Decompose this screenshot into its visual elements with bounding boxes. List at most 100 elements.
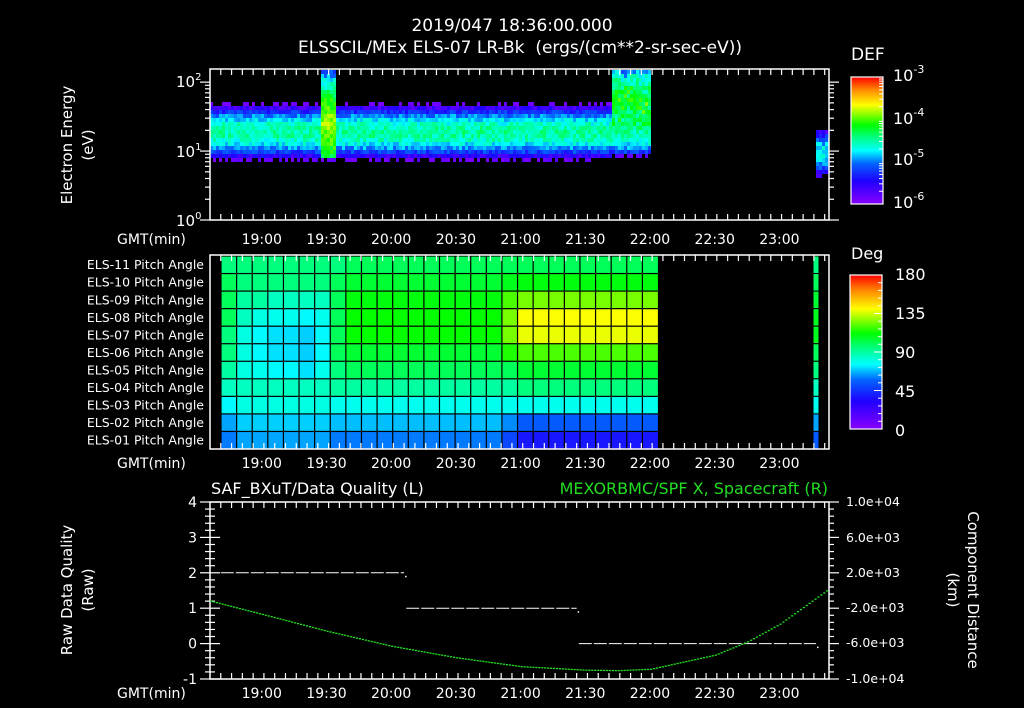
spf-x-line [210, 590, 829, 672]
pitch-angle-cell [532, 430, 550, 451]
pitch-angle-cell [454, 290, 472, 310]
pitch-angle-cell [470, 272, 488, 293]
quality-tick-label: 3 [188, 530, 197, 546]
pitch-angle-cell [360, 360, 379, 380]
time-axis-label-3: GMT(min) [117, 686, 186, 702]
pitch-angle-cell [407, 430, 425, 451]
pitch-angle-row-label: ELS-02 Pitch Angle [87, 415, 204, 430]
pitch-angle-cell [563, 378, 582, 398]
pitch-angle-cell [267, 395, 285, 416]
pitch-angle-cell [626, 360, 644, 380]
pitch-angle-cell [626, 378, 644, 398]
pitch-angle-cell [501, 378, 519, 398]
pitch-angle-cell [298, 290, 316, 310]
time-tick-label: 21:30 [565, 686, 605, 702]
pitch-angle-cell [376, 343, 394, 363]
pitch-angle-cell [423, 378, 441, 398]
pitch-angle-cell [454, 272, 472, 293]
time-tick-label: 21:30 [565, 232, 605, 248]
pitch-angle-cell [548, 378, 566, 398]
time-tick-labels-1: 19:00 19:30 20:00 20:30 21:00 21:30 22:00 22:30… [242, 232, 800, 248]
pitch-angle-cell [532, 272, 550, 293]
energy-axis-ticks [200, 69, 839, 221]
pitch-angle-cell [579, 272, 597, 293]
pitch-angle-cell [563, 255, 582, 275]
pitch-angle-cell [407, 378, 425, 398]
pitch-angle-cell [360, 308, 379, 328]
pitch-angle-cell [282, 395, 301, 416]
pitch-angle-cell [563, 272, 582, 293]
pitch-angle-cell [485, 272, 504, 293]
pitch-angle-cell [314, 343, 332, 363]
svg-text:180: 180 [895, 265, 926, 284]
pitch-angle-cell [548, 308, 566, 328]
pitch-angle-cell [376, 395, 394, 416]
pitch-angle-cell [345, 430, 363, 451]
pitch-angle-cell [236, 290, 254, 310]
pitch-angle-cell [236, 395, 254, 416]
pitch-angle-cell [641, 343, 660, 363]
pitch-angle-cell [345, 255, 363, 275]
pitch-angle-cell [345, 343, 363, 363]
pitch-angle-cell [548, 430, 566, 451]
time-tick-label: 19:30 [306, 232, 346, 248]
quality-tick-label: 2 [188, 566, 197, 582]
pitch-angle-cell [579, 378, 597, 398]
pitch-angle-cell [548, 325, 566, 345]
pitch-angle-cell [314, 360, 332, 380]
pitch-angle-cell [454, 360, 472, 380]
pitch-angle-cell [220, 430, 238, 451]
pitch-angle-cell [236, 430, 254, 451]
data-quality-title: SAF_BXuT/Data Quality (L) [211, 479, 424, 499]
time-tick-label: 22:00 [630, 232, 670, 248]
pitch-angle-cell [407, 308, 425, 328]
time-tick-labels-3: 19:00 19:30 20:00 20:30 21:00 21:30 22:00 22:30… [242, 686, 800, 702]
distance-tick-label: -1.0e+04 [846, 671, 905, 686]
pitch-angle-cell [641, 395, 660, 416]
pitch-angle-cell [298, 395, 316, 416]
pitch-angle-cell [392, 413, 410, 433]
pitch-angle-cell [594, 308, 613, 328]
pitch-angle-cell [548, 395, 566, 416]
pitch-angle-cell [516, 378, 535, 398]
pitch-angle-cell [516, 290, 535, 310]
time-tick-label: 19:00 [242, 232, 282, 248]
pitch-angle-cell [516, 308, 535, 328]
pitch-angle-cell [329, 325, 347, 345]
pitch-angle-cell [626, 325, 644, 345]
time-tick-label: 22:00 [630, 456, 670, 472]
pitch-angle-cell [329, 413, 347, 433]
pitch-angle-row-labels: ELS-11 Pitch Angle ELS-10 Pitch Angle ELS-… [87, 257, 204, 447]
pitch-angle-cell [251, 272, 269, 293]
pitch-angle-cell [298, 325, 316, 345]
pitch-angle-row-label: ELS-03 Pitch Angle [87, 398, 204, 413]
pitch-angle-cell [423, 255, 441, 275]
energy-axis-label: Electron Energy [58, 85, 76, 204]
pitch-angle-cell [267, 272, 285, 293]
pitch-angle-cell [563, 343, 582, 363]
time-tick-label: 20:30 [436, 232, 476, 248]
pitch-angle-cell [579, 308, 597, 328]
svg-text:101: 101 [176, 142, 201, 161]
svg-text:10-4: 10-4 [893, 106, 924, 128]
pitch-angle-row-label: ELS-04 Pitch Angle [87, 380, 204, 395]
quality-tick-label: -1 [183, 672, 197, 688]
pitch-angle-cell [282, 325, 301, 345]
pitch-angle-row-label: ELS-07 Pitch Angle [87, 327, 204, 342]
energy-tick-labels: 102 101 100 [176, 72, 201, 230]
pitch-angle-cell [267, 343, 285, 363]
time-tick-label: 21:00 [500, 232, 540, 248]
pitch-angle-cell [329, 378, 347, 398]
energy-spectrogram-panel: Electron Energy (eV) 102 101 100 GMT(min… [58, 45, 924, 248]
pitch-angle-cell [501, 255, 519, 275]
pitch-angle-cell [485, 413, 504, 433]
pitch-angle-cell [407, 255, 425, 275]
pitch-angle-cell [579, 395, 597, 416]
def-colorbar-title: DEF [851, 45, 885, 65]
pitch-angle-cell [548, 360, 566, 380]
pitch-angle-cell [470, 308, 488, 328]
svg-text:135: 135 [895, 304, 926, 323]
pitch-angle-cell [282, 360, 301, 380]
pitch-angle-cell [345, 395, 363, 416]
